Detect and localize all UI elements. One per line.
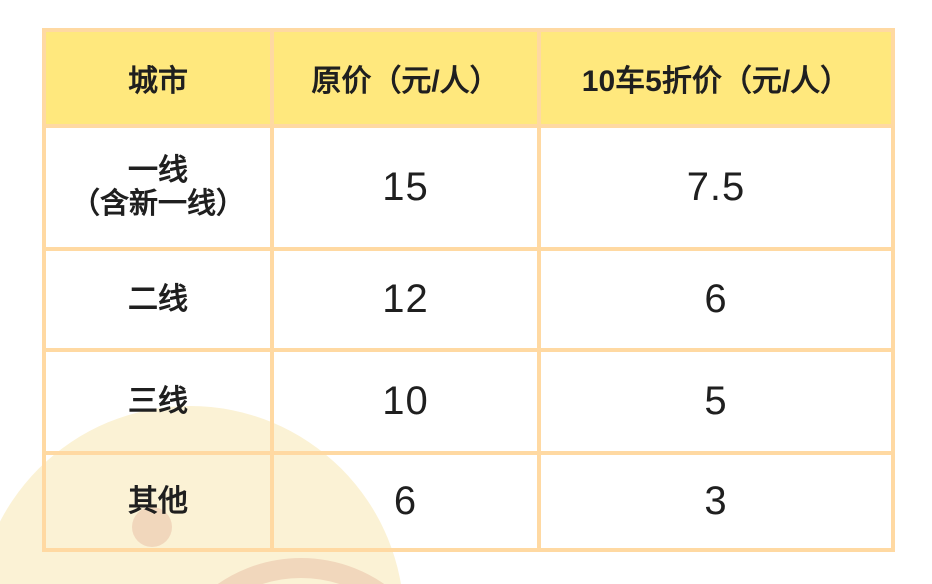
cell-original-price-tier2: 12 (270, 247, 541, 352)
table-header-row: 城市 原价（元/人） 10车5折价（元/人） (42, 28, 895, 128)
cell-original-price-tier3: 10 (270, 348, 541, 455)
original-price-value: 15 (382, 165, 429, 209)
header-cell-original-price: 原价（元/人） (270, 28, 541, 128)
table-row-tier1: 一线 （含新一线） 15 7.5 (42, 124, 895, 251)
header-cell-city: 城市 (42, 28, 274, 128)
table-row-tier2: 二线 12 6 (42, 247, 895, 352)
pricing-table: 城市 原价（元/人） 10车5折价（元/人） 一线 （含新一线） 15 7.5 … (42, 28, 895, 552)
cell-discount-price-tier1: 7.5 (537, 124, 895, 251)
original-price-value: 6 (393, 479, 418, 523)
original-price-value: 12 (382, 277, 429, 321)
cell-original-price-other: 6 (270, 451, 541, 552)
original-price-value: 10 (382, 379, 429, 423)
cell-discount-price-tier2: 6 (537, 247, 895, 352)
city-label: 一线 (128, 154, 188, 188)
cell-original-price-tier1: 15 (270, 124, 541, 251)
city-label: 其他 (128, 484, 188, 518)
cell-city-tier2: 二线 (42, 247, 274, 352)
cell-discount-price-other: 3 (537, 451, 895, 552)
header-cell-discount-price: 10车5折价（元/人） (537, 28, 895, 128)
city-label: 二线 (128, 282, 188, 316)
table-row-tier3: 三线 10 5 (42, 348, 895, 455)
peach-ring-decoration (217, 558, 385, 584)
discount-price-value: 5 (704, 379, 728, 423)
table-row-other: 其他 6 3 (42, 451, 895, 552)
discount-price-value: 6 (704, 277, 728, 321)
cell-discount-price-tier3: 5 (537, 348, 895, 455)
discount-price-value: 3 (704, 479, 728, 523)
cell-city-other: 其他 (42, 451, 274, 552)
discount-price-value: 7.5 (686, 165, 746, 209)
city-note-label: （含新一线） (70, 188, 245, 221)
cell-city-tier3: 三线 (42, 348, 274, 455)
cell-city-tier1: 一线 （含新一线） (42, 124, 274, 251)
city-label: 三线 (128, 384, 188, 418)
